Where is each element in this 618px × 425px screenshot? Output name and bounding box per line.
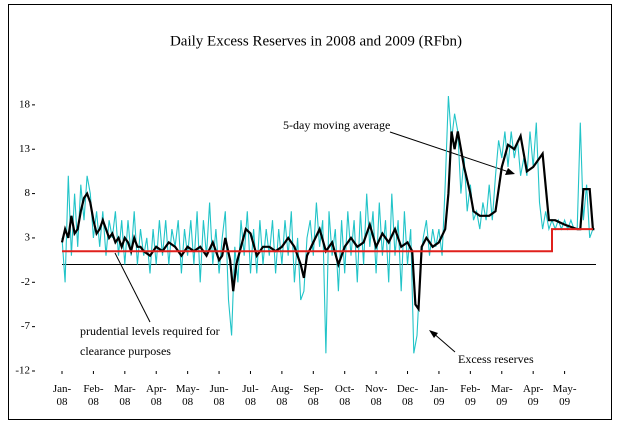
y-tick-label: 8 xyxy=(25,187,31,199)
annotation: prudential levels required for xyxy=(80,324,220,338)
x-tick-label: Apr-09 xyxy=(523,383,544,408)
annotation: clearance purposes xyxy=(80,344,171,358)
chart-title: Daily Excess Reserves in 2008 and 2009 (… xyxy=(170,33,462,49)
x-tick-label: Jan-08 xyxy=(53,383,72,408)
y-tick-label: -2 xyxy=(21,276,30,288)
x-tick-label: Aug-08 xyxy=(271,383,294,408)
x-tick-label: Feb-09 xyxy=(460,383,481,408)
series-line xyxy=(60,131,595,313)
x-tick-label: Nov-08 xyxy=(365,383,388,408)
x-tick-label: Feb-08 xyxy=(83,383,104,408)
x-tick-label: May-09 xyxy=(553,383,577,408)
y-tick-label: 3 xyxy=(25,231,31,243)
x-tick-label: Jul-08 xyxy=(242,383,259,408)
x-tick-label: Sep-08 xyxy=(303,383,324,408)
x-tick-label: Jun-08 xyxy=(210,383,229,408)
y-tick-label: -7 xyxy=(21,320,31,332)
x-tick-label: Mar-08 xyxy=(114,383,136,408)
series-line xyxy=(61,95,594,354)
frame xyxy=(8,4,612,420)
y-tick-label: 13 xyxy=(19,143,31,155)
x-tick-label: May-08 xyxy=(176,383,200,408)
series-line xyxy=(62,228,593,253)
x-tick-label: Dec-08 xyxy=(397,383,419,408)
y-tick-label: 18 xyxy=(19,98,31,110)
arrow-head xyxy=(429,330,438,338)
arrow-head xyxy=(505,168,515,175)
annotation: Excess reserves xyxy=(458,352,534,366)
annotation: 5-day moving average xyxy=(283,118,390,132)
x-tick-label: Oct-08 xyxy=(335,383,355,408)
x-tick-label: Apr-08 xyxy=(146,383,167,408)
y-tick-label: -12 xyxy=(15,365,30,377)
x-tick-label: Mar-09 xyxy=(491,383,513,408)
x-tick-label: Jan-09 xyxy=(430,383,449,408)
